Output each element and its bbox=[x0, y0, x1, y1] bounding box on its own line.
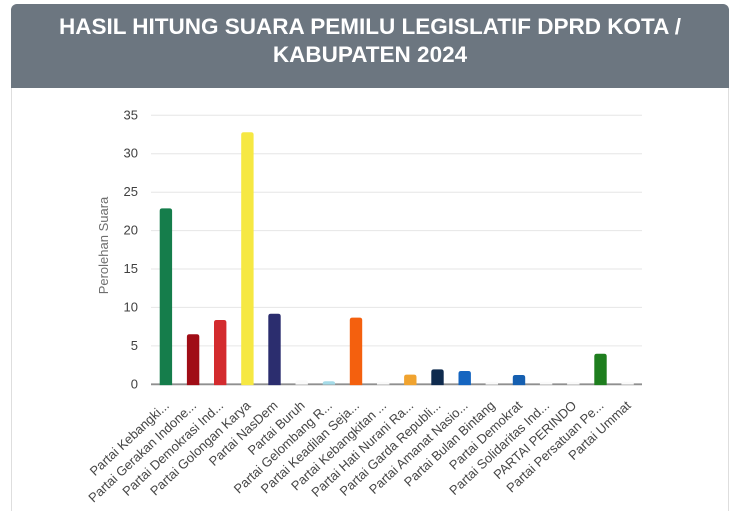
svg-text:0: 0 bbox=[131, 376, 138, 391]
svg-text:10: 10 bbox=[124, 299, 138, 314]
svg-text:Partai Gerakan Indone...: Partai Gerakan Indone... bbox=[85, 398, 199, 506]
svg-text:5: 5 bbox=[131, 338, 138, 353]
svg-text:35: 35 bbox=[124, 107, 138, 122]
svg-text:15: 15 bbox=[124, 261, 138, 276]
svg-text:30: 30 bbox=[124, 146, 138, 161]
svg-text:20: 20 bbox=[124, 223, 138, 238]
svg-text:Perolehan Suara: Perolehan Suara bbox=[96, 196, 111, 294]
svg-text:25: 25 bbox=[124, 184, 138, 199]
